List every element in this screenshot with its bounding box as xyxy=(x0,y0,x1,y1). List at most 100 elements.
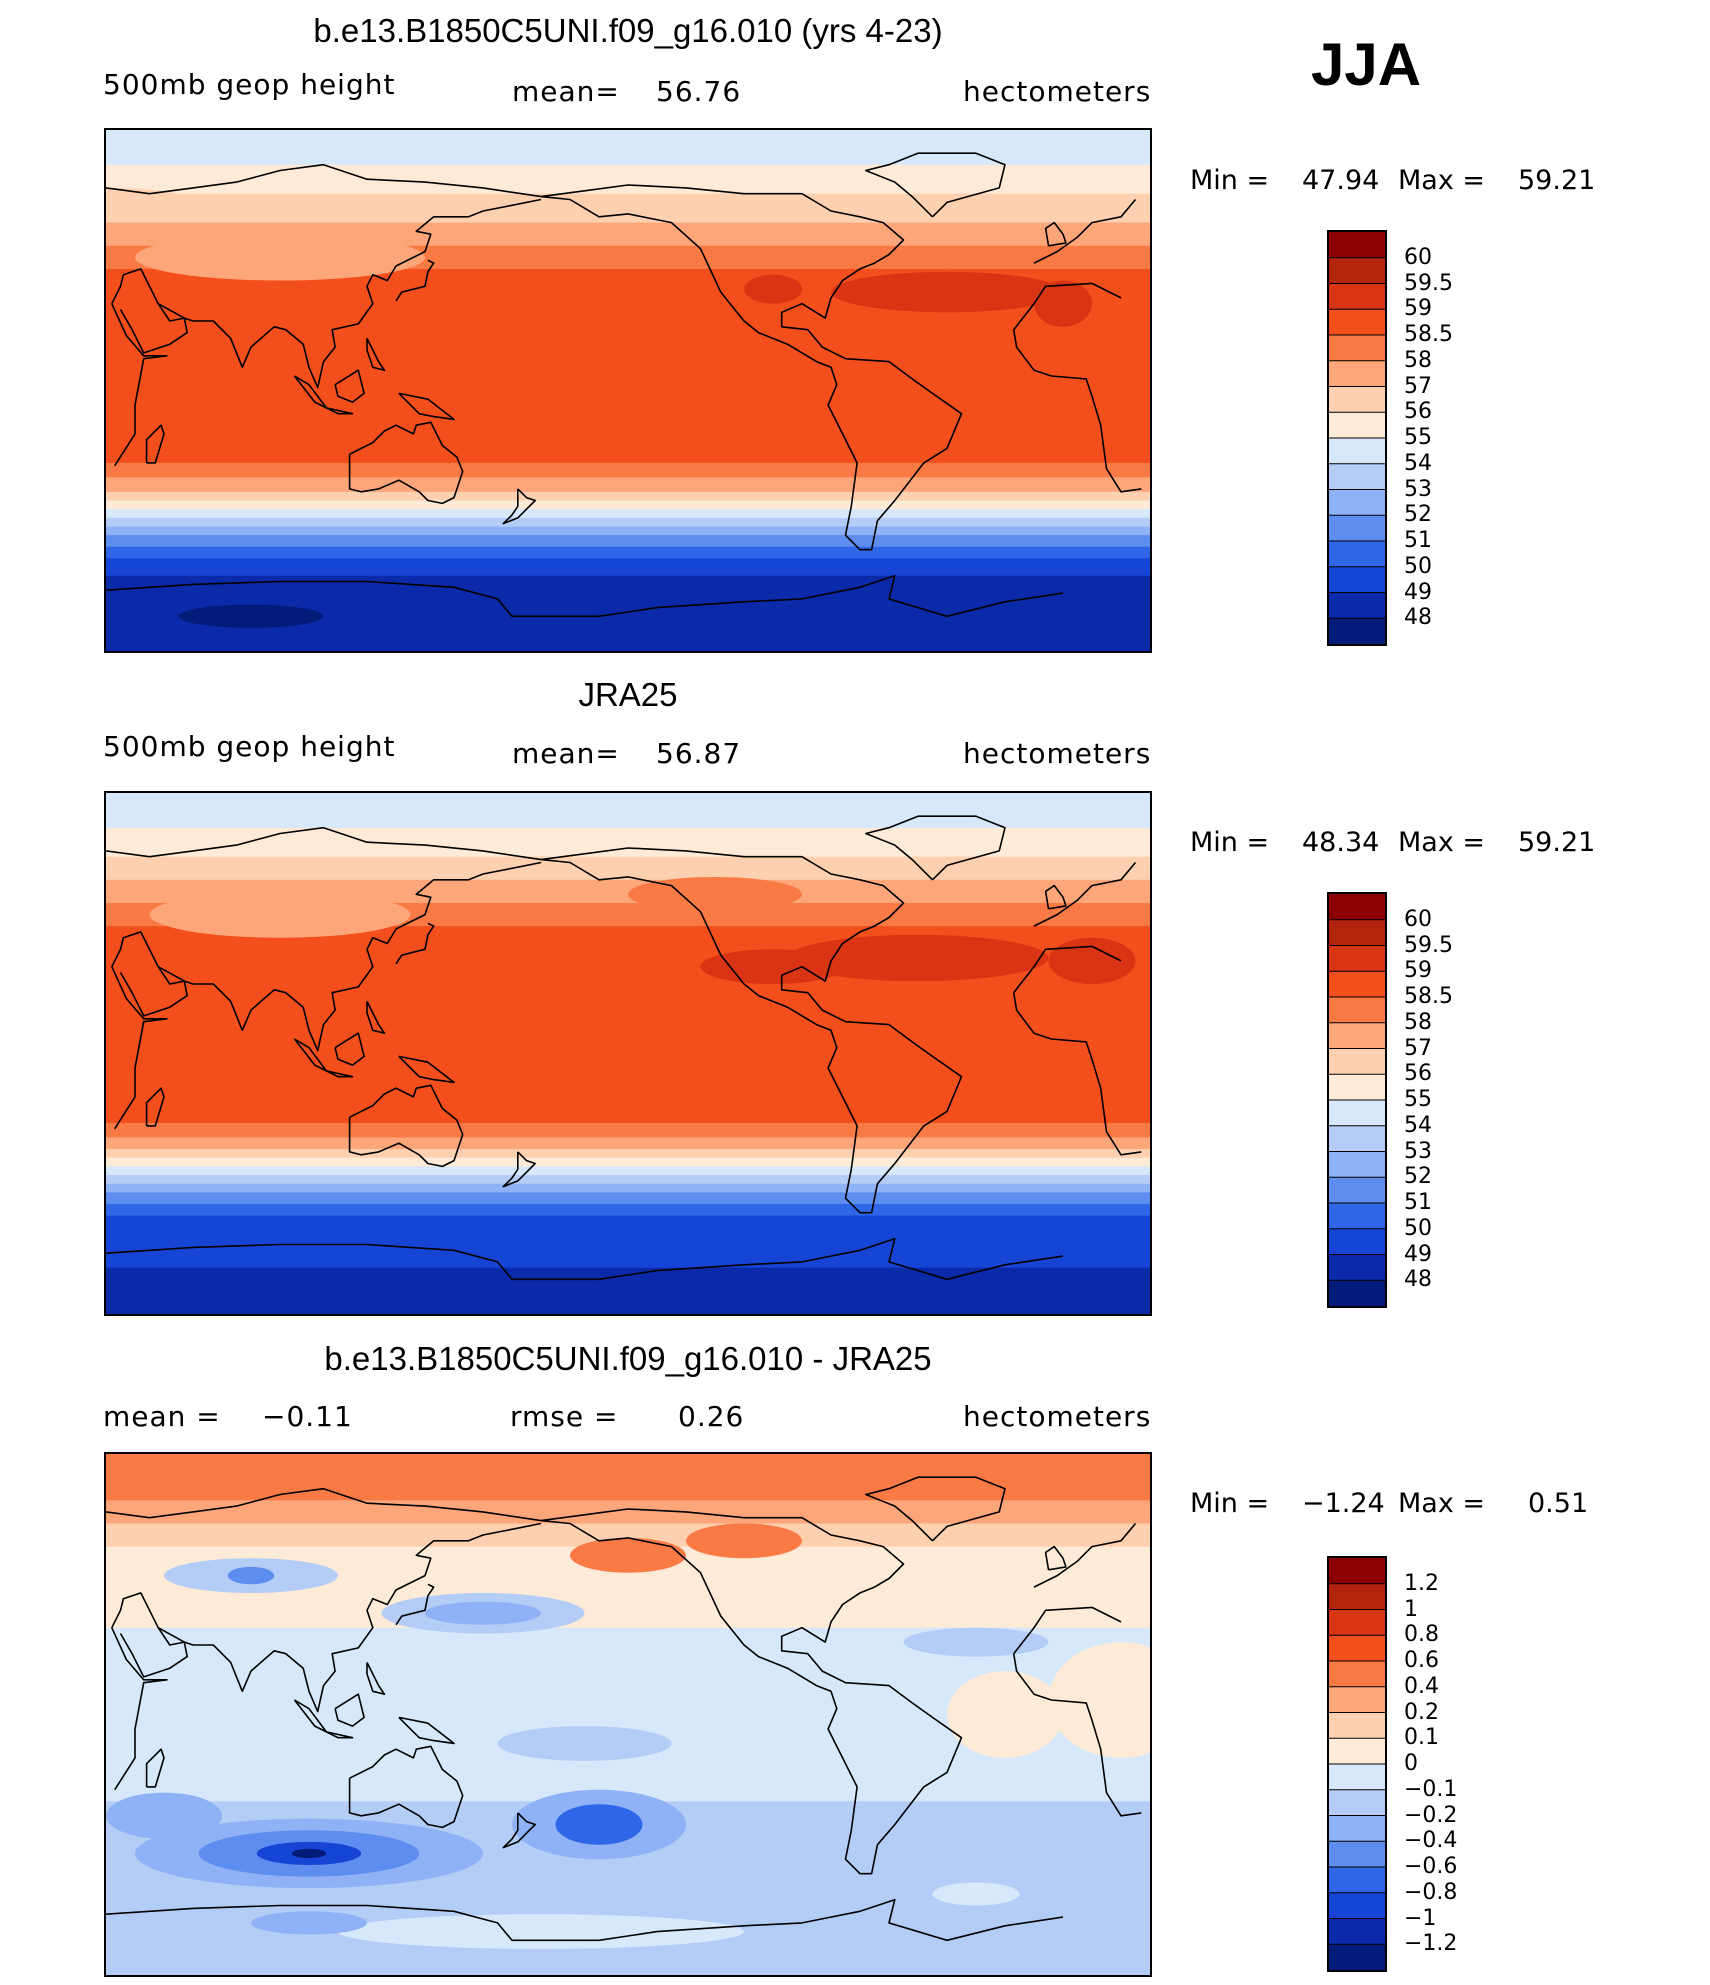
colorbar-swatch xyxy=(1329,1918,1385,1945)
coastline xyxy=(540,847,963,1214)
contour-band xyxy=(106,1454,1150,1501)
colorbar-tick-label: 49 xyxy=(1404,579,1432,605)
contour-feature xyxy=(338,1914,744,1949)
panel-3-units: hectometers xyxy=(963,1400,1152,1433)
panel-3-min-label: Min = xyxy=(1190,1488,1270,1519)
colorbar-tick-label: 55 xyxy=(1404,425,1432,450)
panel-3-map xyxy=(104,1452,1152,1977)
coastline xyxy=(1033,1522,1137,1588)
panel-1-map-plot xyxy=(106,130,1150,651)
panel-2-colorbar-swatches xyxy=(1329,894,1385,1306)
coastline xyxy=(111,966,168,1130)
contour-feature xyxy=(497,1726,672,1761)
coastline xyxy=(398,1055,455,1084)
contour-feature xyxy=(425,1601,541,1625)
colorbar-swatch xyxy=(1329,1151,1385,1178)
colorbar-tick-label: 54 xyxy=(1404,450,1432,476)
contour-band xyxy=(106,491,1150,501)
panel-1-variable-label: 500mb geop height xyxy=(103,68,396,101)
coastline xyxy=(541,1237,1064,1281)
contour-band xyxy=(106,827,1150,858)
contour-feature xyxy=(555,1804,643,1845)
panel-3-colorbar xyxy=(1327,1556,1387,1972)
colorbar-tick-label: 55 xyxy=(1404,1087,1432,1112)
contour-feature xyxy=(178,604,324,628)
colorbar-tick-label: 50 xyxy=(1404,1215,1432,1241)
colorbar-tick-label: −0.6 xyxy=(1404,1854,1458,1879)
contour-band xyxy=(106,1500,1150,1524)
colorbar-swatch xyxy=(1329,566,1385,593)
colorbar-swatch xyxy=(1329,997,1385,1024)
colorbar-swatch xyxy=(1329,412,1385,439)
contour-band xyxy=(106,517,1150,528)
contour-feature xyxy=(149,891,411,938)
contour-band xyxy=(106,1149,1150,1159)
coastline xyxy=(1012,329,1142,493)
coastline xyxy=(395,1583,435,1626)
coastline xyxy=(106,1904,541,1942)
contour-band xyxy=(106,477,1150,493)
contour-feature xyxy=(570,1537,686,1573)
coastline xyxy=(366,1662,386,1695)
panel-1-colorbar xyxy=(1327,230,1387,646)
contour-band xyxy=(106,558,1150,577)
contour-feature xyxy=(903,1627,1049,1657)
panel-2-map xyxy=(104,791,1152,1316)
panel-1-mean-value: 56.76 xyxy=(656,75,742,108)
colorbar-tick-label: 60 xyxy=(1404,906,1432,932)
coastline xyxy=(111,861,542,1052)
colorbar-tick-label: 0 xyxy=(1404,1751,1418,1776)
coastline xyxy=(502,1812,537,1849)
coastline xyxy=(864,815,1006,881)
colorbar-swatch xyxy=(1329,1635,1385,1662)
coastline xyxy=(111,1627,168,1791)
colorbar-swatch xyxy=(1329,1944,1385,1970)
coastline xyxy=(1013,1606,1122,1655)
colorbar-swatch xyxy=(1329,1203,1385,1230)
coastline xyxy=(145,1748,165,1788)
panel-3-rmse-value: 0.26 xyxy=(678,1400,745,1433)
colorbar-tick-label: −0.4 xyxy=(1404,1828,1458,1854)
coastline xyxy=(119,303,188,354)
coastline xyxy=(1012,992,1142,1156)
colorbar-swatch xyxy=(1329,592,1385,619)
coastline xyxy=(395,259,435,302)
colorbar-swatch xyxy=(1329,1841,1385,1868)
colorbar-swatch xyxy=(1329,1280,1385,1306)
colorbar-swatch xyxy=(1329,463,1385,490)
coastline xyxy=(366,1001,386,1034)
colorbar-tick-label: 59.5 xyxy=(1404,270,1453,296)
colorbar-swatch xyxy=(1329,1686,1385,1713)
coastline xyxy=(864,152,1006,218)
coastline xyxy=(1044,1545,1067,1571)
colorbar-tick-label: 51 xyxy=(1404,1190,1432,1215)
colorbar-swatch xyxy=(1329,309,1385,336)
contour-feature xyxy=(227,1566,275,1585)
coastline xyxy=(334,1693,365,1727)
colorbar-tick-label: 52 xyxy=(1404,502,1432,528)
coastline xyxy=(541,1898,1064,1942)
panel-3-title: b.e13.B1850C5UNI.f09_g16.010 - JRA25 xyxy=(324,1340,932,1377)
contour-band xyxy=(106,1192,1150,1205)
panel-3-colorbar-swatches xyxy=(1329,1558,1385,1970)
colorbar-tick-label: 51 xyxy=(1404,528,1432,553)
contour-band xyxy=(106,462,1150,478)
colorbar-tick-label: 0.6 xyxy=(1404,1648,1439,1673)
colorbar-swatch xyxy=(1329,541,1385,568)
panel-2-min-label: Min = xyxy=(1190,827,1270,858)
contour-band xyxy=(106,1183,1150,1193)
coastline xyxy=(1033,198,1137,264)
contour-feature xyxy=(932,1882,1020,1906)
coastline xyxy=(366,338,386,371)
colorbar-tick-label: 57 xyxy=(1404,373,1432,399)
contour-band xyxy=(106,1523,1150,1548)
panel-1-max-label: Max = xyxy=(1398,165,1486,196)
colorbar-swatch xyxy=(1329,438,1385,465)
coastline xyxy=(1013,945,1122,994)
coastline xyxy=(395,922,435,965)
colorbar-tick-label: −1 xyxy=(1404,1905,1437,1931)
contour-band xyxy=(106,1204,1150,1217)
panel-3-map-plot xyxy=(106,1454,1150,1975)
colorbar-tick-label: −1.2 xyxy=(1404,1931,1458,1957)
colorbar-tick-label: 53 xyxy=(1404,1138,1432,1164)
